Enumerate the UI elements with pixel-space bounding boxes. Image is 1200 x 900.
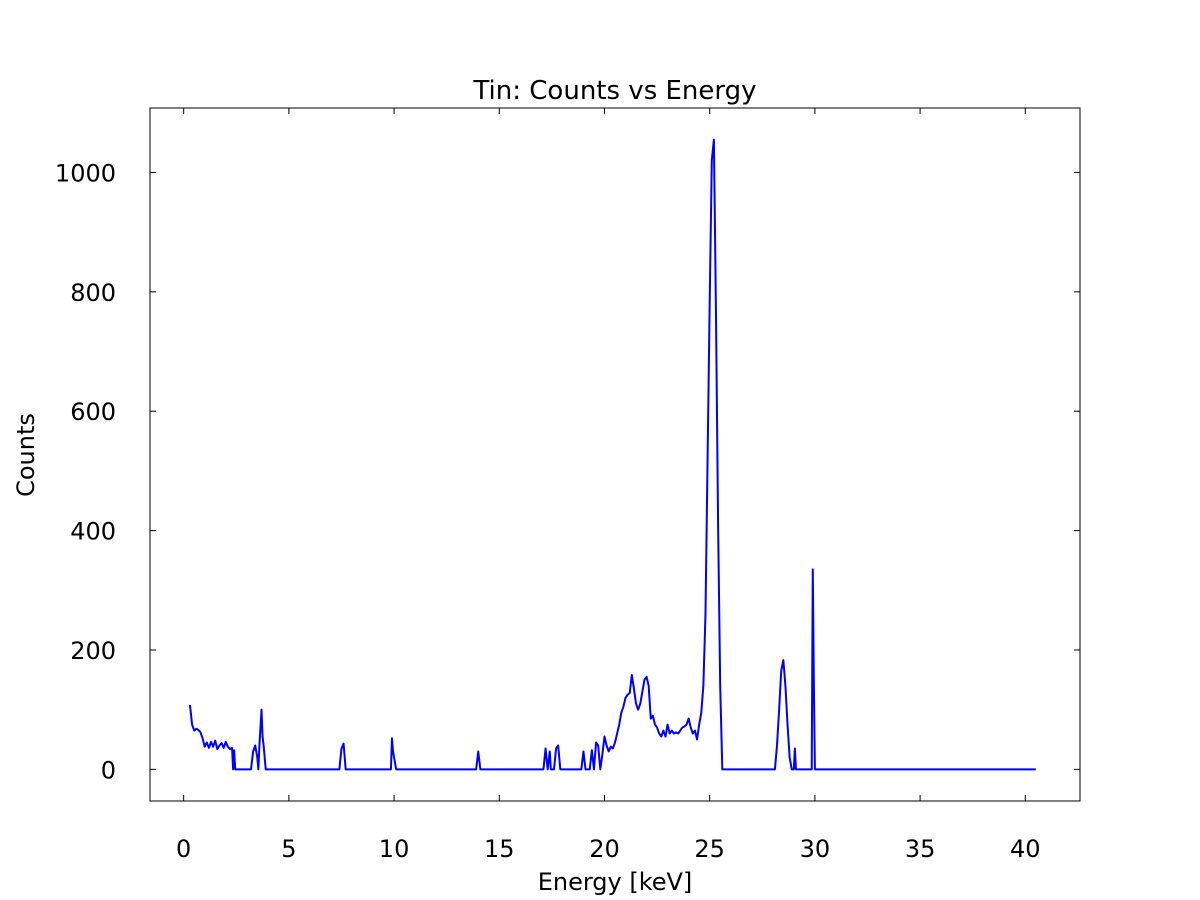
x-tick-label: 0 — [176, 835, 191, 863]
y-axis-label: Counts — [12, 413, 40, 497]
series-line — [188, 138, 1036, 771]
axis-ticks — [150, 108, 1080, 801]
y-tick-label: 0 — [101, 756, 116, 784]
plot-frame — [149, 107, 1081, 802]
x-tick-label: 10 — [379, 835, 410, 863]
y-tick-label: 800 — [70, 279, 116, 307]
y-tick-label: 200 — [70, 637, 116, 665]
y-tick-label: 600 — [70, 398, 116, 426]
x-tick-label: 30 — [800, 835, 831, 863]
x-tick-label: 5 — [281, 835, 296, 863]
x-axis-label: Energy [keV] — [538, 868, 693, 896]
y-tick-label: 400 — [70, 518, 116, 546]
x-tick-label: 40 — [1010, 835, 1041, 863]
x-tick-label: 25 — [694, 835, 725, 863]
x-tick-label: 15 — [484, 835, 515, 863]
chart-title: Tin: Counts vs Energy — [472, 76, 756, 106]
x-tick-label: 35 — [905, 835, 936, 863]
y-tick-label: 1000 — [55, 159, 116, 187]
x-tick-label: 20 — [589, 835, 620, 863]
